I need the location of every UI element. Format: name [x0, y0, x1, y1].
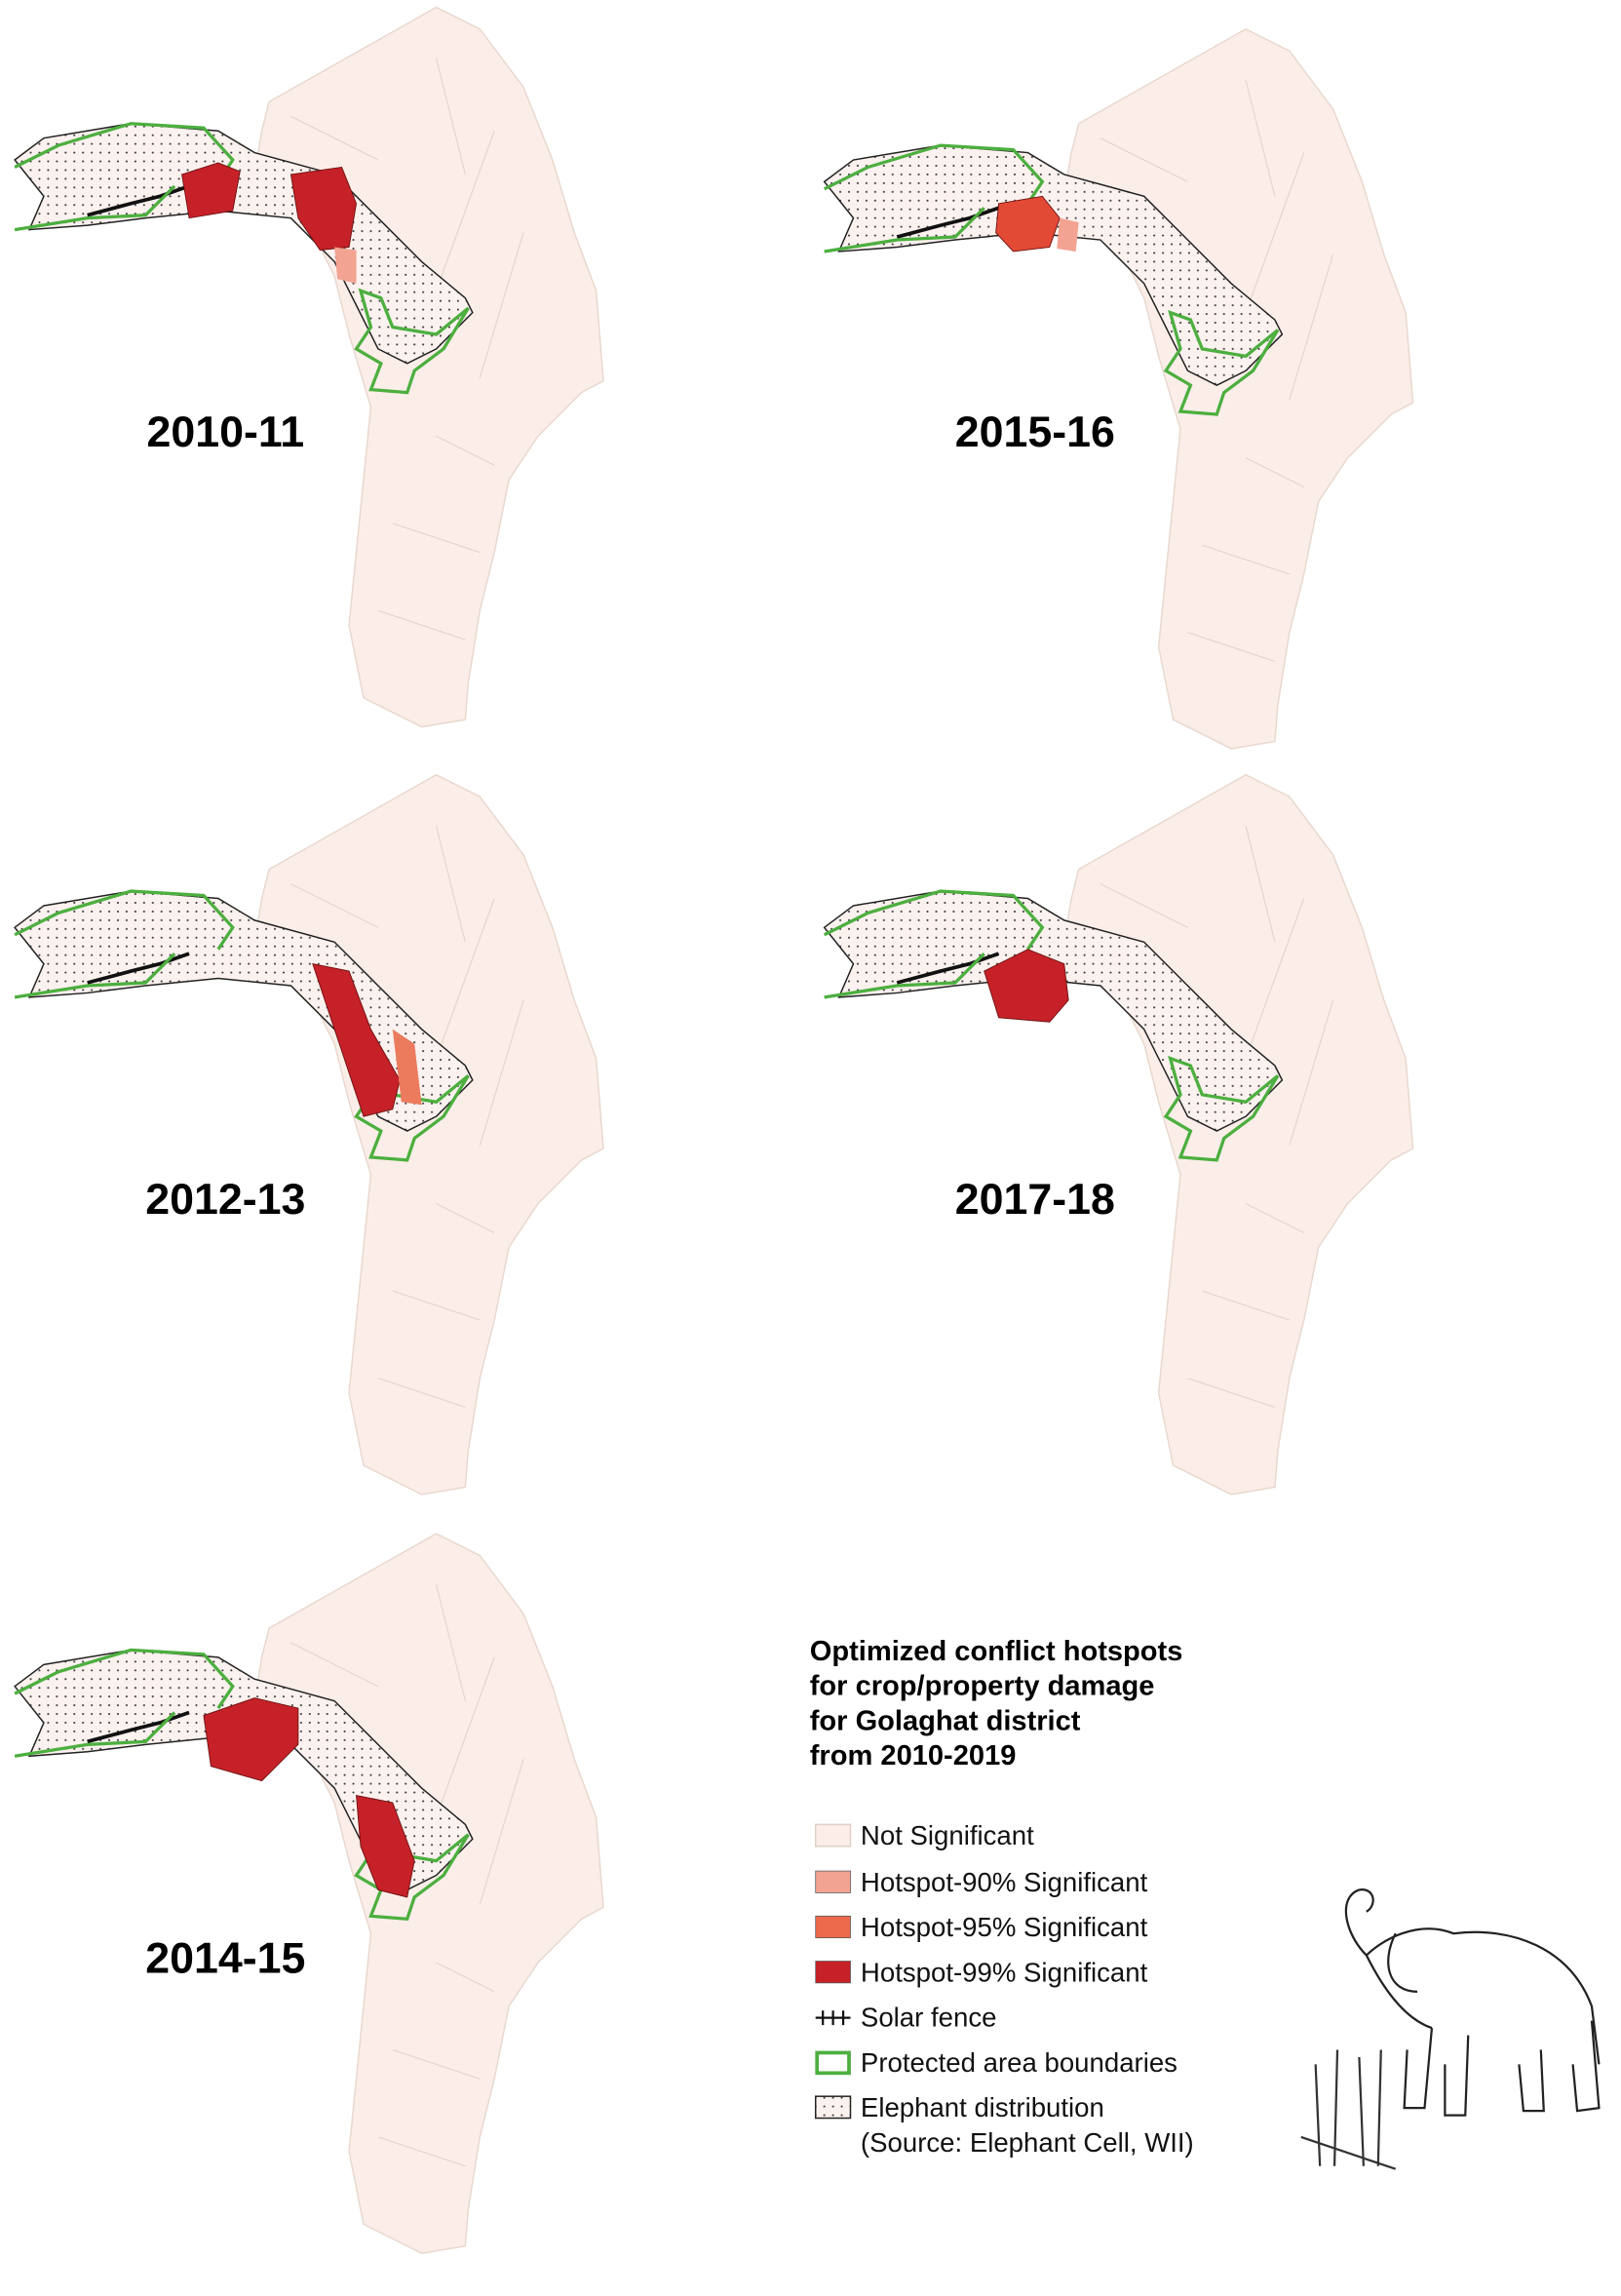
legend-label: Hotspot-95% Significant: [861, 1912, 1148, 1942]
legend: Optimized conflict hotspots for crop/pro…: [810, 1636, 1194, 2158]
panel-label: 2015-16: [955, 409, 1115, 456]
legend-label: Hotspot-90% Significant: [861, 1867, 1148, 1897]
map-2010-11: 2010-11: [13, 5, 605, 729]
panel-label: 2017-18: [955, 1176, 1115, 1224]
swatch: [815, 1961, 851, 1984]
swatch: [814, 2095, 852, 2120]
panel-label: 2010-11: [146, 409, 304, 456]
swatch: [814, 1823, 852, 1848]
map-2014-15: [13, 1532, 605, 2256]
swatch: [815, 2050, 851, 2076]
legend-label: Hotspot-99% Significant: [861, 1957, 1148, 1987]
panel-label: 2014-15: [145, 1934, 305, 1982]
legend-label: Solar fence: [861, 2003, 997, 2033]
legend-label: Protected area boundaries: [861, 2047, 1177, 2078]
panel-label: 2012-13: [145, 1176, 305, 1224]
legend-title: for Golaghat district: [810, 1705, 1081, 1736]
swatch: [815, 1870, 851, 1893]
swatch: [815, 2010, 851, 2026]
map-2012-13: [13, 772, 605, 1497]
elephant-illustration: [1300, 1888, 1601, 2170]
legend-label: Elephant distribution: [861, 2092, 1104, 2122]
map-2015-16: [822, 26, 1415, 751]
legend-label: Not Significant: [861, 1820, 1034, 1850]
swatch: [815, 1915, 851, 1939]
legend-title: Optimized conflict hotspots: [810, 1636, 1183, 1667]
legend-title: from 2010-2019: [810, 1740, 1017, 1771]
legend-title: for crop/property damage: [810, 1671, 1155, 1702]
legend-source: (Source: Elephant Cell, WII): [861, 2127, 1194, 2158]
map-2017-18: [822, 772, 1415, 1497]
